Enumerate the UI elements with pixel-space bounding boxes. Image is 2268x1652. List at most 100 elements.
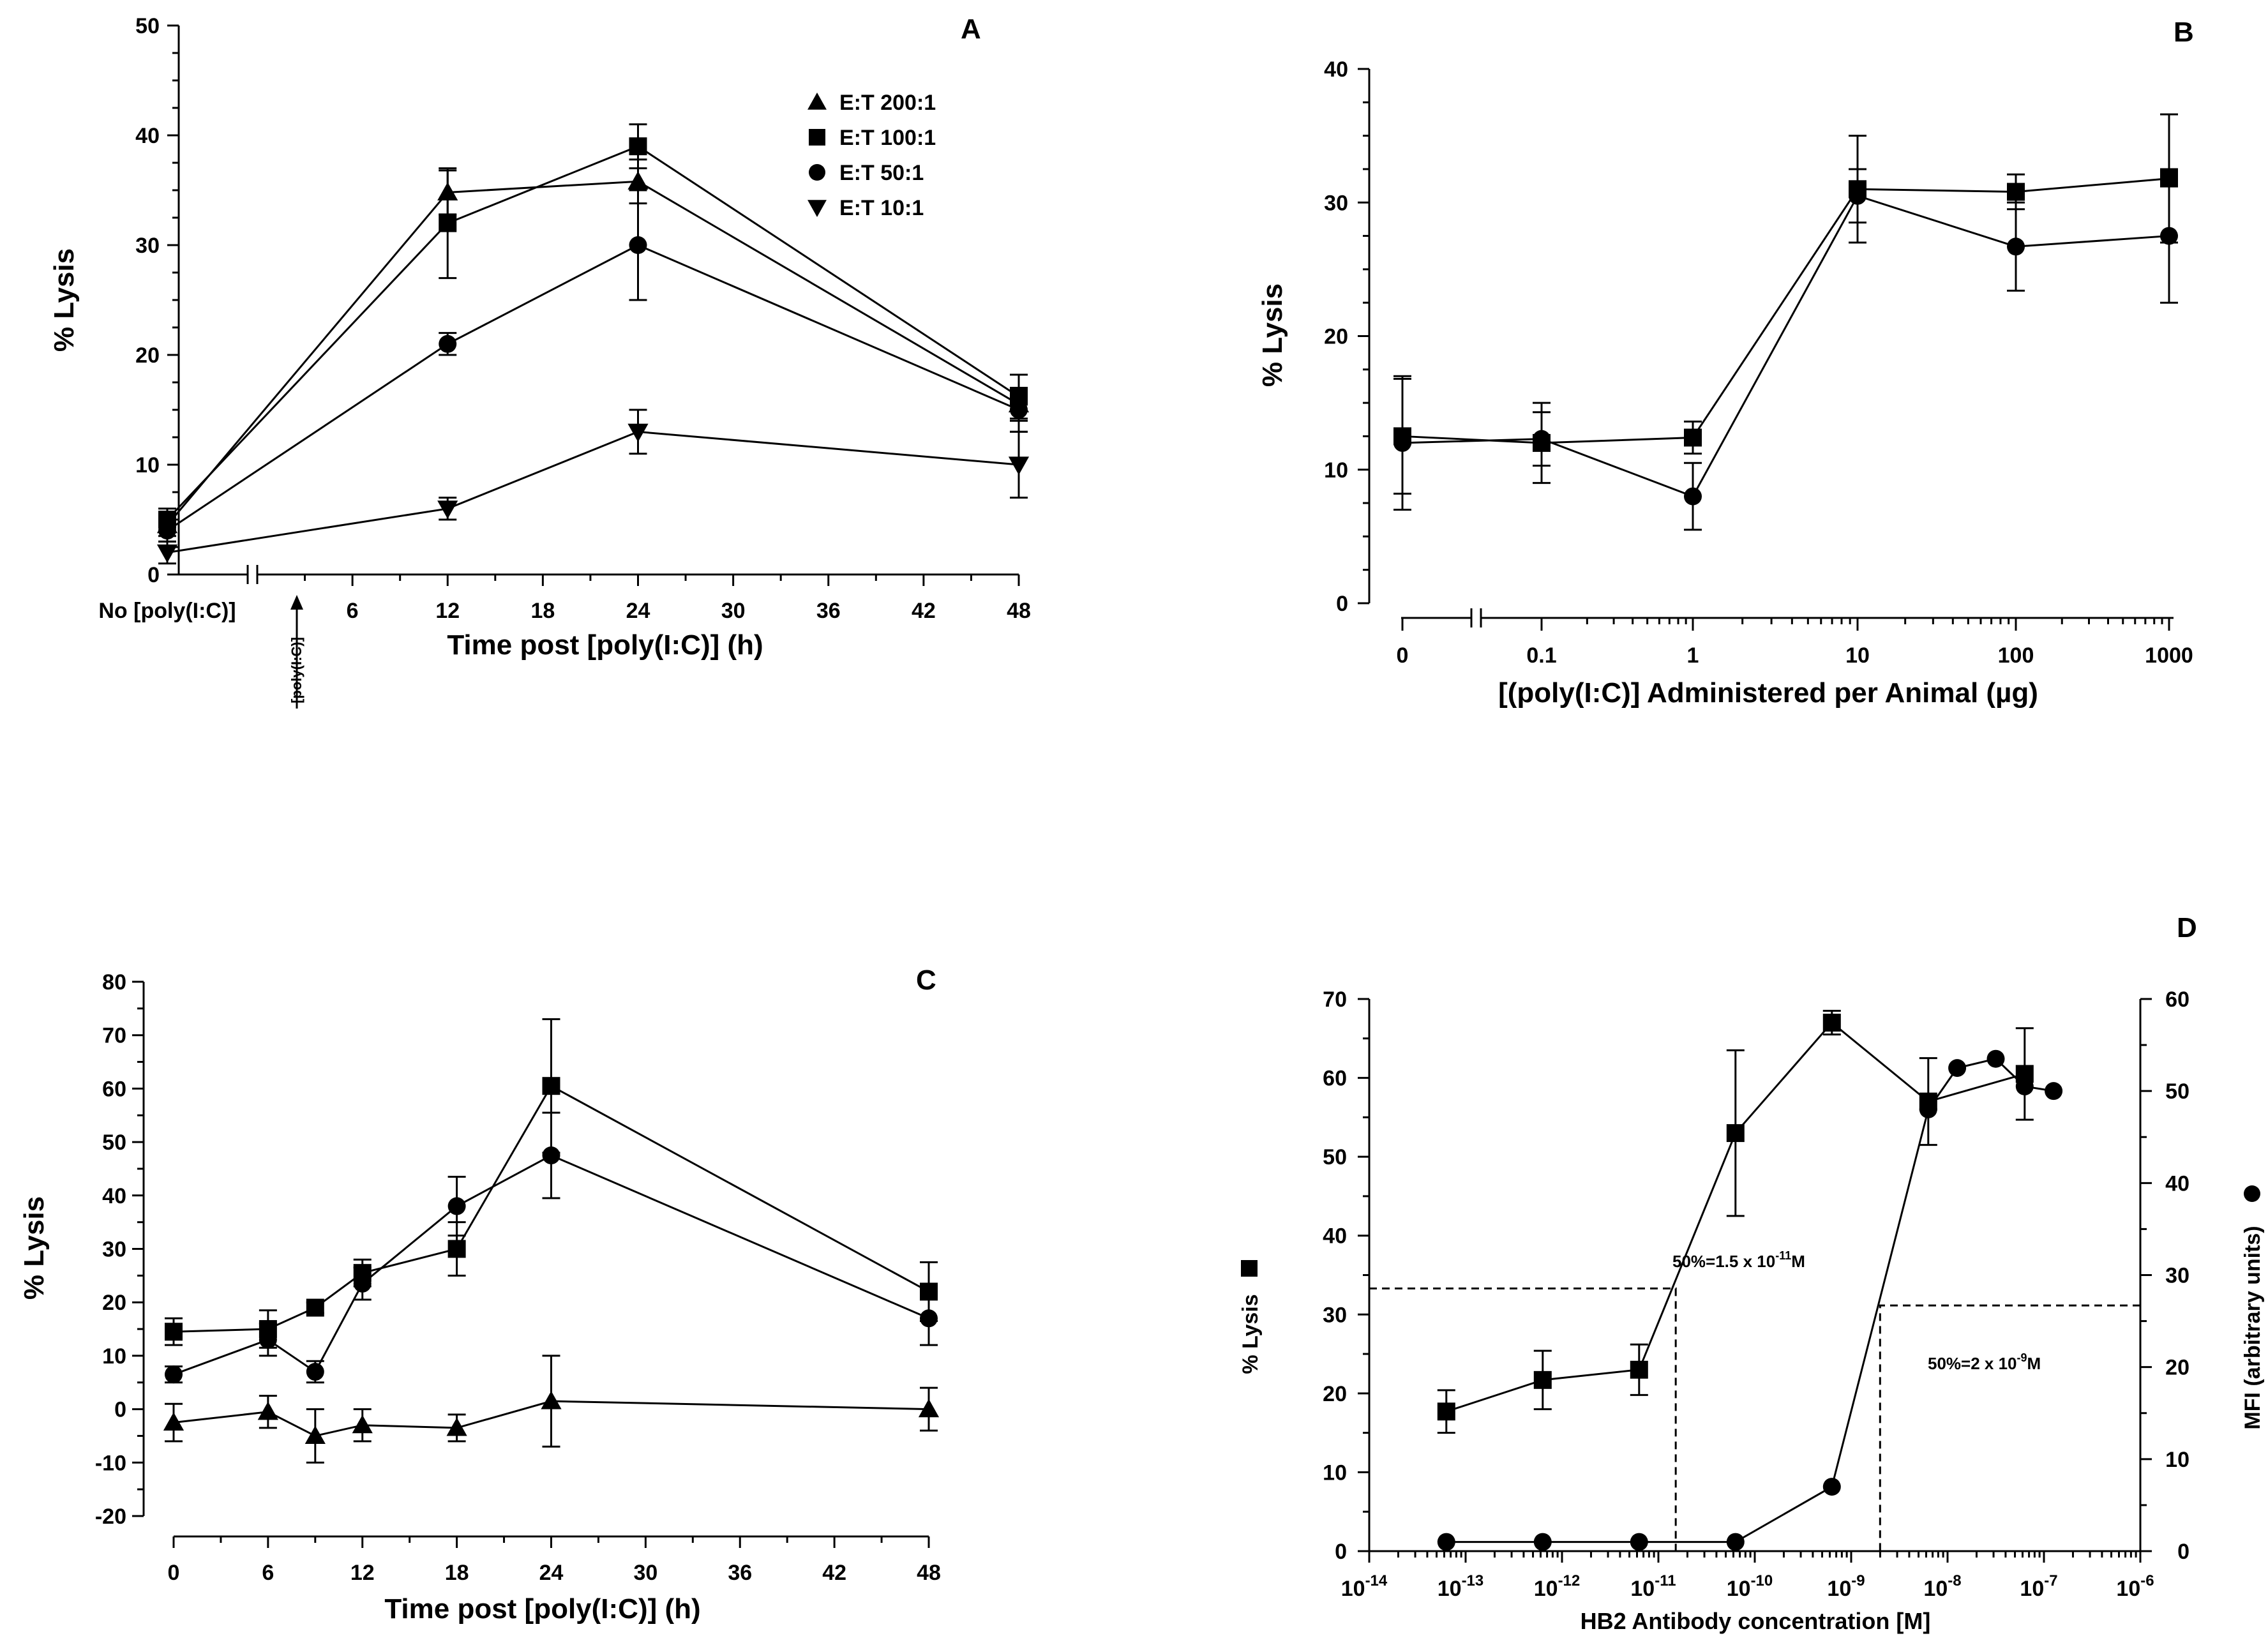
- panel-d-annotation-2: 50%=2 x 10-9M: [1928, 1351, 2041, 1373]
- panel-c-x-tick-label: 12: [350, 1561, 375, 1585]
- panel-c-y-tick-label: 30: [102, 1238, 126, 1262]
- panel-c-square-marker: [306, 1298, 324, 1317]
- panel-d-annotation-1: 50%=1.5 x 10-11M: [1672, 1249, 1805, 1271]
- panel-b-x-tick-label: 10: [1845, 643, 1870, 668]
- panel-a-square-marker: [629, 137, 647, 156]
- panel-a-x-ticks: No [poly(I:C)] 6 12 18 24 30 36 42 48: [98, 574, 1031, 623]
- panel-c-circle-marker: [306, 1363, 324, 1381]
- panel-d-x-tick-exp: -8: [1948, 1572, 1961, 1589]
- panel-d-x-tick-label: 10-10: [1727, 1572, 1773, 1601]
- panel-d-y-axis-label-right: MFI (arbitrary units): [2241, 1185, 2265, 1430]
- panel-d-ec50-guides: [1369, 1288, 2140, 1551]
- panel-c-circle-marker: [353, 1274, 372, 1293]
- panel-d-x-tick-base: 10: [1727, 1577, 1751, 1601]
- panel-a-legend-label: E:T 100:1: [839, 126, 936, 150]
- panel-d-circle-marker: [1919, 1100, 1937, 1118]
- panel-d-x-tick-exp: -7: [2044, 1572, 2057, 1589]
- panel-b-markers: [1393, 113, 2178, 531]
- panel-a-arrow-head: [290, 595, 303, 610]
- panel-a-y-tick-label: 20: [135, 343, 160, 368]
- panel-b-y-ticks: 0 10 20 30 40: [1324, 57, 1369, 616]
- panel-c-y-ticks: -20 -10 0 10 20 30 40 50 60 70 80: [95, 970, 144, 1529]
- panel-a-y-ticks: 0 10 20 30 40 50: [135, 14, 179, 587]
- panel-b-square-marker: [2007, 183, 2025, 201]
- panel-d-y-left-tick-label: 30: [1323, 1303, 1347, 1327]
- panel-c-x-tick-label: 42: [822, 1561, 846, 1585]
- panel-a-triangle-down-marker: [1008, 456, 1030, 476]
- panel-d-x-tick-exp: -9: [1851, 1572, 1865, 1589]
- panel-a-circle-marker: [629, 236, 647, 254]
- panel-c-markers: [163, 1018, 940, 1464]
- panel-d-y-left-tick-label: 50: [1323, 1145, 1347, 1169]
- panel-d-x-ticks: 10-14 10-13 10-12 10-11 10-10 10-9 10-8 10-7 10-…: [1341, 1551, 2154, 1601]
- panel-a-legend-label: E:T 50:1: [839, 161, 924, 185]
- panel-c-x-tick-label: 24: [539, 1561, 564, 1585]
- panel-d-y-left-tick-label: 70: [1323, 987, 1347, 1012]
- panel-d-y-right-tick-label: 20: [2165, 1356, 2189, 1380]
- panel-c-x-tick-label: 18: [445, 1561, 469, 1585]
- panel-d-y-left-tick-label: 0: [1335, 1540, 1347, 1564]
- panel-a-arrow-label: [poly(I:C)]: [289, 637, 304, 703]
- panel-a-y-tick-label: 0: [147, 563, 160, 587]
- panel-d-x-tick-label: 10-8: [1923, 1572, 1961, 1601]
- panel-d-square-marker: [1822, 1014, 1841, 1032]
- panel-d-y-ticks-right: 0 10 20 30 40 50 60: [2140, 987, 2189, 1564]
- panel-c-triangle-marker: [257, 1401, 278, 1420]
- panel-a-markers: [156, 123, 1030, 565]
- panel-d-annotation-1-unit: M: [1791, 1252, 1805, 1271]
- panel-b-x-axis-label: [(poly(I:C)] Administered per Animal (µg…: [1498, 677, 2038, 709]
- panel-c-x-tick-label: 36: [728, 1561, 752, 1585]
- panel-d-circle-marker: [1948, 1059, 1967, 1078]
- panel-d-x-tick-base: 10: [1341, 1577, 1365, 1601]
- panel-d-annotation-1-text: 50%=1.5 x 10: [1672, 1252, 1775, 1271]
- panel-d-y-left-tick-label: 10: [1323, 1461, 1347, 1485]
- panel-d-circle-marker: [1726, 1533, 1745, 1551]
- panel-a-y-axis-label: % Lysis: [49, 248, 80, 352]
- panel-a-x-tick-label: 42: [912, 599, 936, 623]
- panel-a-circle-marker: [158, 522, 176, 540]
- panel-b-y-tick-label: 20: [1324, 325, 1348, 349]
- panel-a-circle-marker: [1010, 401, 1028, 419]
- panel-a-y-tick-label: 10: [135, 453, 160, 477]
- panel-c-x-tick-label: 30: [633, 1561, 657, 1585]
- panel-d-y-right-tick-label: 50: [2165, 1079, 2189, 1104]
- panel-d-annotation-2-exp: -9: [2017, 1351, 2027, 1364]
- panel-d-x-tick-exp: -6: [2140, 1572, 2154, 1589]
- panel-d-y-axis-label-right-circle-icon: [2244, 1185, 2260, 1202]
- panel-d-y-axis-label-right-text: MFI (arbitrary units): [2241, 1226, 2265, 1429]
- panel-b-y-tick-label: 0: [1336, 592, 1348, 616]
- panel-d-x-tick-exp: -11: [1655, 1572, 1676, 1589]
- panel-d-annotation-2-text: 50%=2 x 10: [1928, 1354, 2017, 1373]
- panel-b-x-tick-label: 1000: [2145, 643, 2193, 668]
- panel-d-x-tick-exp: -14: [1365, 1572, 1388, 1589]
- panel-d-x-tick-label: 10-14: [1341, 1572, 1388, 1601]
- panel-c-triangle-marker: [918, 1399, 940, 1418]
- panel-d-y-right-tick-label: 0: [2177, 1540, 2189, 1564]
- panel-b-y-axis-label: % Lysis: [1257, 283, 1288, 387]
- panel-a-y-tick-label: 30: [135, 234, 160, 258]
- panel-c-y-tick-label: 10: [102, 1344, 126, 1369]
- panel-a-triangle-down-marker: [627, 423, 649, 442]
- panel-d-y-axis-label-left-square-icon: [1241, 1260, 1258, 1277]
- panel-c-circle-marker: [920, 1309, 938, 1328]
- panel-d-x-tick-exp: -12: [1558, 1572, 1581, 1589]
- panel-c: C -20 -10 0 10 20 30 40 50 60 70 80 0 6 12 18 24 30 36 42…: [19, 965, 941, 1625]
- panel-c-square-marker: [165, 1323, 183, 1341]
- panel-c-triangle-marker: [446, 1417, 467, 1436]
- panel-b-circle-marker: [1533, 430, 1551, 448]
- panel-c-x-tick-label: 0: [168, 1561, 180, 1585]
- panel-d-ec50-guide-mfi: [1879, 1304, 2140, 1551]
- panel-a-x-tick-label: 24: [626, 599, 650, 623]
- panel-d-x-tick-label: 10-13: [1438, 1572, 1484, 1601]
- panel-b-circle-marker: [1684, 487, 1702, 506]
- panel-d-y-right-tick-label: 60: [2165, 987, 2189, 1012]
- panel-d-circle-marker: [1533, 1533, 1552, 1551]
- panel-d-markers: [1437, 1010, 2063, 1551]
- panel-d-circle-marker: [1630, 1533, 1648, 1551]
- panel-d-circle-marker: [1822, 1478, 1841, 1496]
- panel-c-square-marker: [542, 1077, 560, 1095]
- panel-d-letter: D: [2177, 912, 2197, 943]
- panel-d-x-tick-label: 10-9: [1827, 1572, 1865, 1601]
- panel-d-x-tick-base: 10: [2020, 1577, 2044, 1601]
- panel-a-x-tick-label: 12: [435, 599, 460, 623]
